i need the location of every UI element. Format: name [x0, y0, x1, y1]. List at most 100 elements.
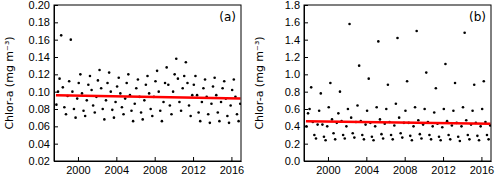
y-tick-label: 0.0 — [285, 155, 300, 167]
data-point — [415, 30, 418, 33]
data-point — [130, 109, 133, 112]
x-tick-mark — [231, 157, 232, 161]
plot-frame — [54, 5, 241, 161]
y-tick-label: 0.08 — [29, 103, 50, 115]
data-point — [215, 94, 218, 97]
x-tick-label: 2008 — [393, 164, 417, 176]
data-point — [326, 125, 329, 128]
data-point — [463, 31, 466, 34]
y-tick-label: 0.02 — [29, 155, 50, 167]
x-tick-mark — [366, 157, 367, 161]
data-point — [372, 139, 375, 142]
data-point — [233, 78, 236, 81]
x-tick-label: 2016 — [220, 164, 244, 176]
data-point — [226, 115, 229, 118]
y-tick-mark — [304, 57, 308, 58]
data-point — [76, 97, 79, 100]
data-point — [339, 90, 342, 93]
data-point — [358, 64, 361, 67]
x-tick-mark — [78, 157, 79, 161]
data-point — [364, 123, 367, 126]
data-point — [209, 122, 212, 125]
y-tick-mark — [304, 74, 308, 75]
y-tick: 1.4 — [285, 34, 308, 46]
data-point — [318, 109, 321, 112]
y-tick-mark — [54, 126, 58, 127]
data-point — [345, 125, 348, 128]
data-point — [159, 109, 162, 112]
data-point — [308, 108, 311, 111]
data-point — [135, 87, 138, 90]
data-point — [188, 104, 191, 107]
x-tick-mark — [155, 157, 156, 161]
data-point — [307, 112, 310, 115]
y-tick-label: 1.0 — [285, 68, 300, 80]
data-point — [409, 135, 412, 138]
data-point — [74, 116, 77, 119]
data-point — [220, 101, 223, 104]
data-point — [466, 134, 469, 137]
y-tick-label: 0.14 — [29, 51, 50, 63]
data-point — [121, 106, 124, 109]
data-point — [353, 136, 356, 139]
data-point — [63, 106, 66, 109]
data-point — [390, 134, 393, 137]
data-point — [204, 78, 207, 81]
panel-label: (a) — [219, 10, 236, 24]
data-point — [478, 139, 481, 142]
data-point — [382, 137, 385, 140]
data-point — [117, 77, 120, 80]
data-point — [395, 103, 398, 106]
y-tick: 1.8 — [285, 0, 308, 11]
data-point — [62, 86, 65, 89]
data-point — [404, 109, 407, 112]
y-axis-title: Chlor-a (mg m⁻³) — [3, 36, 16, 129]
data-point — [420, 137, 423, 140]
data-point — [106, 82, 109, 85]
data-point — [154, 80, 157, 83]
x-tick: 2000 — [66, 157, 90, 176]
data-point — [428, 134, 431, 137]
y-tick: 1.6 — [285, 16, 308, 28]
x-tick-label: 2004 — [355, 164, 379, 176]
data-point — [327, 106, 330, 109]
data-point — [452, 109, 455, 112]
data-point — [71, 90, 74, 93]
data-point — [82, 109, 85, 112]
y-tick-mark — [54, 109, 58, 110]
x-axis: 20002004200820122016 — [55, 157, 245, 176]
y-tick-label: 0.06 — [29, 120, 50, 132]
data-point — [218, 120, 221, 123]
data-point — [441, 126, 444, 129]
data-point — [193, 83, 196, 86]
data-point — [202, 87, 205, 90]
y-tick-mark — [304, 126, 308, 127]
data-point — [196, 94, 199, 97]
data-point — [127, 73, 130, 76]
data-point — [348, 23, 351, 26]
y-tick-label: 0.20 — [29, 0, 50, 11]
data-point — [108, 71, 111, 74]
x-tick-label: 2004 — [105, 164, 129, 176]
data-point — [398, 116, 401, 119]
data-point — [172, 90, 175, 93]
data-point — [216, 111, 219, 114]
data-point — [109, 90, 112, 93]
data-point — [433, 111, 436, 114]
data-point — [201, 101, 204, 104]
x-axis: 20002004200820122016 — [305, 157, 495, 176]
data-point — [143, 99, 146, 102]
figure: 200020042008201220160.020.040.060.080.10… — [0, 0, 500, 183]
y-tick-label: 0.18 — [29, 16, 50, 28]
y-tick-label: 0.8 — [285, 86, 300, 98]
data-point — [210, 103, 213, 106]
data-point — [375, 106, 378, 109]
x-tick-label: 2016 — [470, 164, 494, 176]
data-point — [84, 115, 87, 118]
data-point — [479, 125, 482, 128]
data-point — [228, 122, 231, 125]
data-point — [237, 120, 240, 123]
data-point — [347, 108, 350, 111]
data-point — [483, 80, 486, 83]
data-point — [431, 125, 434, 128]
